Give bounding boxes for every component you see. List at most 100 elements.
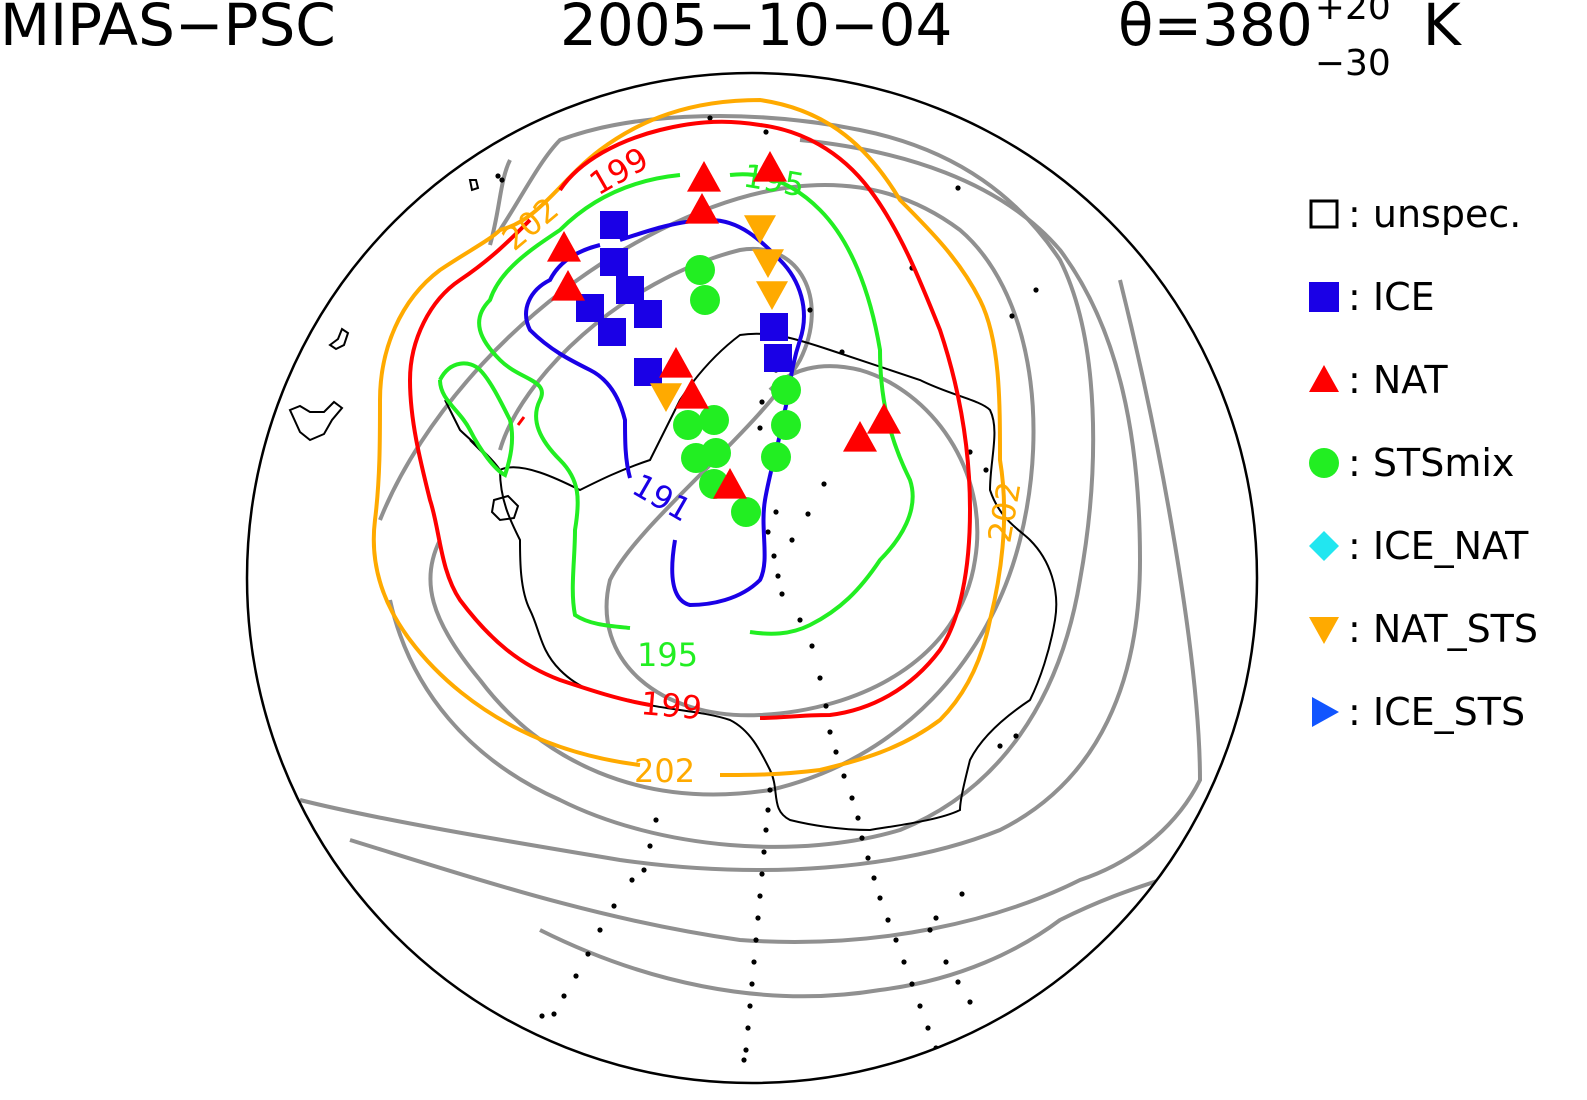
contour-195-inner — [438, 361, 515, 478]
stsmix-marker — [771, 410, 801, 440]
contour-label: 195 — [637, 636, 698, 674]
observation-dot — [823, 703, 829, 709]
ice-marker — [764, 344, 792, 372]
observation-dot — [885, 917, 891, 923]
observation-dot — [893, 937, 899, 943]
nat-marker — [843, 421, 877, 452]
square-open-icon — [1309, 199, 1339, 229]
ice-marker — [600, 211, 628, 239]
square-icon — [1309, 282, 1339, 312]
observation-dot — [859, 835, 865, 841]
legend-label: : NAT — [1348, 358, 1448, 402]
legend-item: : NAT_STS — [1306, 605, 1538, 653]
legend-label: : STSmix — [1348, 441, 1515, 485]
observation-dot — [763, 827, 769, 833]
observation-dot — [789, 537, 795, 543]
triangle-right-icon — [1312, 697, 1339, 727]
observation-dot — [821, 481, 827, 487]
observation-dot — [817, 675, 823, 681]
observation-dot — [611, 903, 617, 909]
gray-contour-1 — [498, 246, 980, 718]
observation-dot — [551, 1011, 557, 1017]
observation-dot — [647, 843, 653, 849]
island-3 — [468, 179, 480, 192]
observation-dot — [771, 553, 777, 559]
observation-dot — [955, 185, 961, 191]
nat-marker — [659, 347, 693, 378]
observation-dot — [747, 1003, 753, 1009]
observation-dot — [749, 981, 755, 987]
ice-marker — [760, 313, 788, 341]
triangle-down-icon — [1309, 617, 1339, 644]
contour-red-small — [516, 416, 526, 426]
nat-marker — [687, 161, 721, 192]
observation-dot — [765, 529, 771, 535]
nat-marker — [713, 468, 747, 499]
stsmix-marker — [761, 442, 791, 472]
nat-sts-marker — [752, 249, 784, 278]
observation-dot — [833, 749, 839, 755]
theta-minus: −30 — [1314, 43, 1391, 84]
ice-marker — [634, 300, 662, 328]
nat-marker — [867, 403, 901, 434]
ice-marker — [616, 276, 644, 304]
legend-label: : NAT_STS — [1348, 607, 1539, 651]
observation-dot — [959, 891, 965, 897]
stsmix-marker — [731, 497, 761, 527]
observation-dot — [773, 509, 779, 515]
colored-contours — [371, 97, 1007, 777]
ice-marker — [598, 318, 626, 346]
contour-195 — [477, 172, 915, 636]
instrument-title: MIPAS−PSC — [0, 0, 336, 59]
nat-marker — [753, 151, 787, 182]
gray-contours — [299, 114, 1203, 999]
observation-dot — [585, 951, 591, 957]
observation-dot — [767, 787, 773, 793]
nat-sts-marker — [756, 281, 788, 310]
legend-item: : STSmix — [1306, 439, 1514, 487]
observation-dot — [757, 893, 763, 899]
stsmix-marker — [771, 375, 801, 405]
gray-contour-3 — [388, 114, 1096, 849]
observation-dot — [839, 349, 845, 355]
observation-dot — [779, 591, 785, 597]
observation-dot — [865, 855, 871, 861]
observation-dot — [759, 399, 765, 405]
observation-dot — [797, 617, 803, 623]
observation-dot — [805, 511, 811, 517]
stsmix-marker — [690, 285, 720, 315]
ice-marker — [600, 248, 628, 276]
legend-label: : unspec. — [1348, 192, 1522, 236]
observation-dot — [653, 817, 659, 823]
legend-label: : ICE_STS — [1348, 690, 1526, 734]
observation-dot — [967, 999, 973, 1005]
observation-dot — [629, 877, 635, 883]
contour-191 — [524, 217, 806, 608]
observation-dot — [909, 981, 915, 987]
observation-dot — [765, 807, 771, 813]
observation-dot — [809, 643, 815, 649]
contour-label: 191 — [626, 466, 698, 529]
observation-dot — [573, 973, 579, 979]
island-4 — [490, 494, 520, 522]
contour-label: 199 — [639, 684, 703, 727]
stsmix-marker — [673, 410, 703, 440]
observation-dot — [745, 1025, 751, 1031]
observation-dot — [753, 937, 759, 943]
contour-199 — [407, 119, 973, 720]
island-1 — [328, 327, 350, 351]
observation-dot — [707, 115, 713, 121]
nat-marker — [547, 231, 581, 262]
observation-dot — [827, 729, 833, 735]
legend-item: : ICE_NAT — [1306, 522, 1528, 570]
nat-marker — [551, 270, 585, 301]
observation-dot — [743, 1047, 749, 1053]
observation-dot — [751, 959, 757, 965]
legend-item: : ICE_STS — [1306, 688, 1525, 736]
observation-dot — [759, 871, 765, 877]
legend-label: : ICE_NAT — [1348, 524, 1529, 568]
observation-dot — [561, 993, 567, 999]
globe-outline — [245, 71, 1259, 1085]
nat-sts-marker — [744, 215, 776, 244]
